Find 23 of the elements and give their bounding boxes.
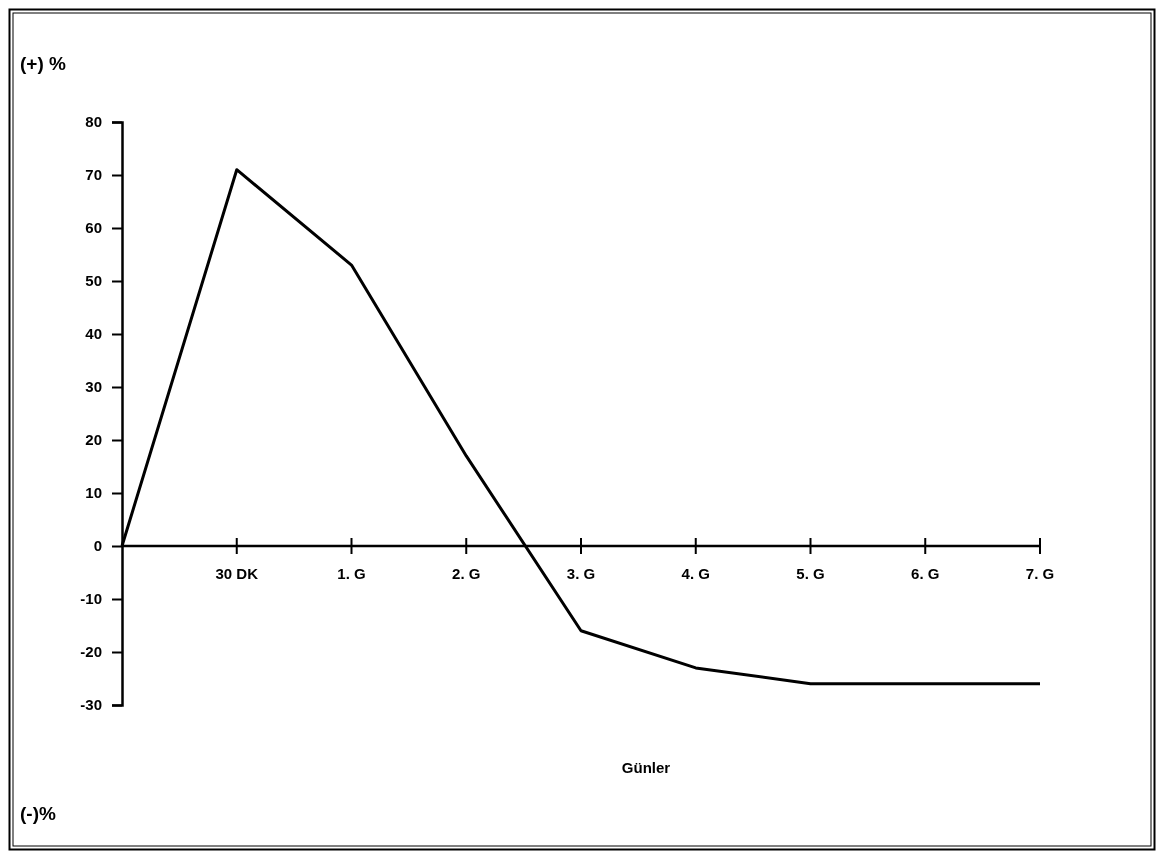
y-axis-title: (+) %	[20, 53, 67, 74]
x-tick-label: 6. G	[911, 565, 940, 582]
y-tick-label: 20	[85, 431, 102, 449]
text: (-)%	[20, 803, 56, 824]
y-tick-label: 30	[85, 378, 102, 396]
x-tick-label: 30 DK	[215, 565, 259, 582]
y-tick-label: 0	[93, 537, 102, 555]
x-tick-label: 5. G	[796, 565, 825, 582]
y-tick-label: -30	[80, 696, 102, 714]
y-tick-label: 10	[85, 484, 102, 502]
y-tick-label: 80	[85, 113, 102, 131]
x-tick-label: 1. G	[337, 565, 366, 582]
x-tick-label: 4. G	[681, 565, 710, 582]
x-tick-label: 7. G	[1025, 565, 1055, 582]
y-tick-label: 70	[85, 166, 102, 184]
y-tick-label: 40	[85, 325, 102, 343]
x-tick-label: 3. G	[566, 565, 596, 582]
y-tick-label: -20	[80, 643, 102, 661]
x-tick-label: 2. G	[452, 565, 481, 582]
y-tick-label: -10	[80, 590, 102, 608]
y-tick-label: 60	[85, 219, 102, 237]
x-axis-title: Günler	[621, 759, 671, 776]
y-tick-label: 50	[85, 272, 102, 290]
